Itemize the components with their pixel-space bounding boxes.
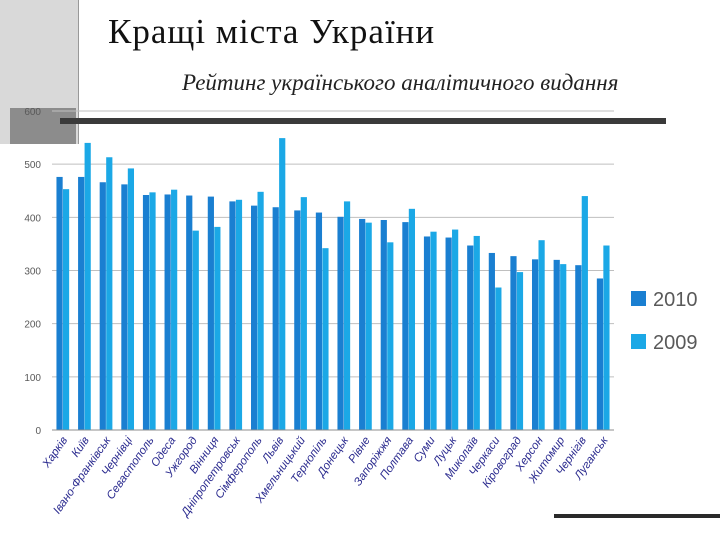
bar-2010 (596, 278, 604, 430)
bar-2010 (445, 237, 452, 430)
bar-2009 (408, 208, 416, 430)
bar-2009 (279, 138, 286, 431)
bar-2010 (359, 218, 366, 430)
bar-2009 (192, 230, 199, 430)
bar-2009 (214, 226, 221, 430)
legend-swatch-2009 (631, 334, 646, 349)
chart-bars (56, 138, 610, 431)
bar-2009 (171, 189, 178, 430)
bar-2010 (402, 222, 409, 430)
bar-2010 (164, 194, 171, 430)
decorative-bottom-bar (554, 514, 720, 518)
bar-2009 (560, 264, 567, 430)
bar-2009 (473, 235, 480, 430)
y-tick-label: 200 (24, 320, 41, 331)
decorative-bar (60, 118, 666, 124)
bar-2010 (553, 259, 560, 430)
bar-2009 (538, 240, 545, 430)
bar-2010 (229, 201, 236, 430)
x-axis: Харків КиївІвано-ФранківськЧернівціСеваст… (40, 429, 614, 520)
bar-2010 (99, 182, 106, 430)
bar-2010 (315, 212, 323, 430)
y-tick-label: 100 (24, 373, 41, 384)
bar-2010 (337, 216, 344, 430)
bar-2010 (380, 219, 387, 430)
bar-2009 (257, 191, 264, 430)
bar-2009 (581, 196, 588, 430)
y-tick-label: 300 (24, 267, 41, 278)
bar-2009 (106, 157, 113, 430)
bar-2009 (365, 222, 372, 430)
bar-2010 (272, 207, 279, 430)
bar-2010 (531, 259, 539, 430)
bar-2010 (488, 252, 495, 430)
bar-2009 (322, 248, 329, 430)
bar-2010 (121, 184, 128, 430)
legend-label-2010: 2010 (653, 289, 698, 311)
slide-title: Кращі міста України (108, 12, 436, 51)
bar-2009 (387, 242, 394, 430)
x-tick-label: Харків (40, 435, 70, 471)
y-tick-label: 500 (24, 160, 41, 171)
bar-2009 (452, 229, 459, 430)
chart-legend: 2010 2009 (631, 289, 698, 354)
bar-2009 (127, 168, 135, 431)
bar-2010 (467, 245, 474, 430)
bar-2009 (343, 201, 351, 430)
bar-2010 (56, 176, 63, 430)
bar-2009 (516, 272, 524, 430)
bar-2009 (495, 287, 502, 430)
y-axis: 0 100 200 300 400 500 600 (24, 107, 41, 437)
decorative-square (0, 0, 79, 144)
bar-2009 (84, 142, 91, 430)
bar-2010 (423, 236, 431, 430)
bar-2010 (510, 256, 517, 430)
legend-label-2009: 2009 (653, 332, 698, 354)
bar-2010 (78, 176, 85, 430)
y-tick-label: 400 (24, 213, 41, 224)
bar-2009 (603, 245, 610, 430)
bar-2009 (430, 231, 437, 430)
bar-2009 (62, 189, 70, 430)
bar-2010 (294, 210, 301, 430)
bar-2010 (186, 195, 193, 430)
bar-2010 (207, 196, 214, 430)
slide-subtitle: Рейтинг українського аналітичного виданн… (182, 70, 619, 95)
y-tick-label: 600 (24, 107, 41, 118)
legend-swatch-2010 (631, 291, 646, 306)
bar-2010 (575, 265, 582, 430)
bar-2009 (235, 199, 243, 430)
bar-2010 (142, 195, 150, 430)
chart-grid (52, 110, 614, 431)
y-tick-label: 0 (35, 426, 41, 437)
bar-2009 (149, 192, 156, 430)
bar-2010 (250, 205, 258, 430)
bar-2009 (300, 197, 307, 430)
